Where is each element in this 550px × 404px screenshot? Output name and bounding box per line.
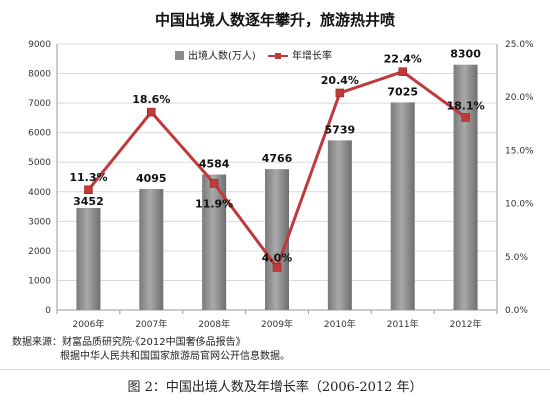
y-left-tick-label: 9000 (28, 40, 51, 50)
y-right-tick-label: 15.0% (505, 146, 534, 156)
y-left-tick-label: 2000 (28, 247, 51, 257)
bar-value-label: 8300 (450, 48, 481, 61)
growth-point (335, 88, 345, 98)
bar-value-label: 5739 (325, 123, 356, 136)
legend-swatch-bar (175, 51, 184, 60)
growth-point (84, 185, 93, 195)
bar (202, 174, 227, 310)
source-line-2: 根据中华人民共和国国家旅游局官网公开信息数据。 (60, 351, 290, 362)
y-left-tick-label: 7000 (28, 99, 51, 109)
y-right-tick-label: 5.0% (505, 253, 528, 263)
x-tick-label: 2006年 (72, 318, 104, 330)
source-note: 数据来源：财富品质研究院·《2012中国奢侈品报告》 根据中华人民共和国国家旅游… (12, 336, 290, 364)
y-right-tick-label: 10.0% (505, 200, 534, 210)
chart-title: 中国出境人数逐年攀升，旅游热井喷 (155, 11, 395, 29)
growth-point (209, 179, 219, 188)
y-left-tick-label: 1000 (28, 276, 51, 286)
line-value-label: 11.3% (69, 171, 107, 184)
bar-value-label: 7025 (387, 85, 418, 98)
bar (390, 102, 415, 310)
bar (327, 140, 352, 310)
legend-marker (275, 53, 281, 59)
y-left-tick-label: 5000 (28, 158, 51, 168)
bar (265, 169, 289, 310)
line-value-label: 4.0% (262, 251, 293, 264)
legend-label-bar: 出境人数(万人) (188, 49, 256, 62)
bar-value-label: 4766 (262, 152, 293, 165)
line-value-label: 20.4% (321, 74, 359, 87)
source-line-1: 数据来源：财富品质研究院·《2012中国奢侈品报告》 (12, 337, 246, 348)
line-value-label: 18.1% (446, 99, 484, 112)
growth-point (398, 67, 407, 76)
bar-value-label: 4095 (136, 172, 167, 185)
bar-value-label: 3452 (73, 195, 104, 208)
y-left-tick-label: 3000 (28, 217, 51, 227)
x-tick-label: 2009年 (261, 318, 293, 330)
figure-caption: 图 2：中国出境人数及年增长率（2006-2012 年） (127, 380, 423, 395)
growth-point (461, 113, 470, 122)
line-value-label: 11.9% (195, 197, 233, 210)
bar (139, 188, 164, 310)
divider (0, 369, 550, 370)
growth-point (272, 263, 282, 272)
chart: 中国出境人数逐年攀升，旅游热井喷 0 1000 2000 3000 4000 5000 600… (28, 11, 534, 330)
x-tick-label: 2010年 (324, 318, 356, 330)
y-left-tick-label: 4000 (28, 188, 51, 198)
line-value-label: 22.4% (384, 53, 422, 66)
x-tick-label: 2012年 (450, 318, 482, 330)
line-value-label: 18.6% (132, 93, 170, 106)
bar (453, 64, 478, 310)
y-left-tick-label: 6000 (28, 129, 51, 139)
x-tick-label: 2007年 (135, 318, 167, 330)
bar (76, 207, 101, 310)
y-right-tick-label: 0.0% (505, 306, 528, 316)
y-right-tick-label: 25.0% (505, 40, 534, 50)
bar-value-label: 4584 (199, 158, 230, 171)
y-left-tick-label: 8000 (28, 70, 51, 80)
y-left-tick-label: 0 (45, 306, 51, 316)
x-tick-label: 2011年 (387, 318, 419, 330)
y-right-tick-label: 20.0% (505, 93, 534, 103)
x-tick-label: 2008年 (198, 318, 230, 330)
legend-label-line: 年增长率 (292, 49, 332, 62)
growth-point (147, 107, 156, 117)
